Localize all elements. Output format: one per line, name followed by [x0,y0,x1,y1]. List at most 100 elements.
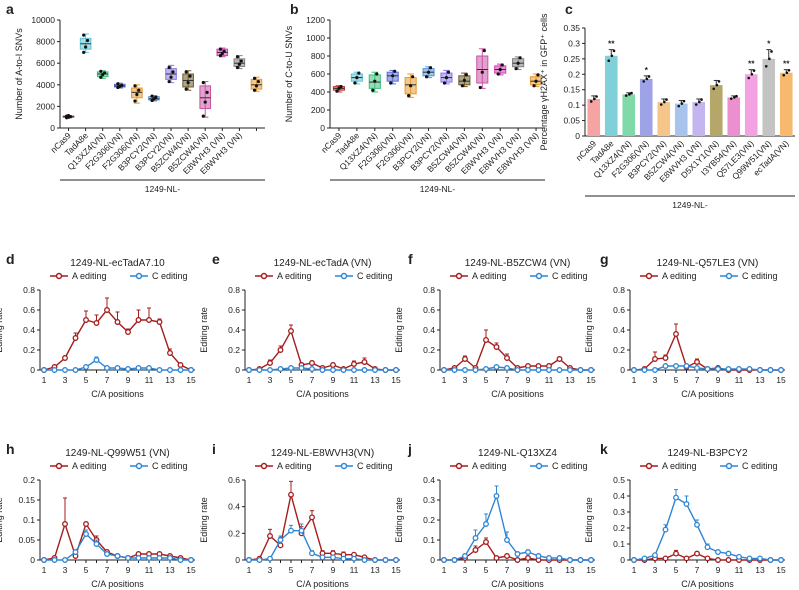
box-2 [96,69,109,79]
bar-2 [622,91,636,136]
x-tick-label: 5 [484,565,489,575]
panel-c-y-tick-label: 0.25 [563,54,580,64]
legend-label: A editing [662,461,697,471]
data-point [715,549,721,555]
data-point [493,344,500,350]
legend-label: C editing [742,271,778,281]
x-axis-label: C/A positions [491,579,544,589]
bar-point [752,69,756,72]
panel-f-y-tick-label: 0.8 [423,285,435,295]
series-1 [441,364,594,373]
box-point [411,75,415,79]
data-point [757,555,763,562]
legend-label: C editing [357,271,393,281]
bar-point [612,49,616,53]
panel-d-y-tick-label: 0 [30,365,35,375]
panel-f-y-axis-label: Editing rate [394,307,404,353]
data-point [493,555,500,561]
data-point [652,552,658,559]
x-tick-label: 5 [289,375,294,385]
data-point [246,557,252,563]
box-point [373,79,377,83]
data-point [662,363,669,369]
data-point [673,550,679,557]
panel-g: g 1249-NL-Q57LE3 (VN) 0 0.2 0.4 0.6 0.8 Editing… [584,251,786,399]
x-tick-label: 7 [310,375,315,385]
data-point [746,555,753,562]
panel-i-y-tick-label: 0.4 [228,502,240,512]
panel-b-y-tick-label: 1000 [306,33,325,43]
x-tick-label: 7 [105,375,110,385]
x-tick-label: 9 [331,375,336,385]
data-point [340,367,347,373]
data-point [330,362,336,368]
box-point [235,65,240,70]
box-5 [422,66,435,79]
box-point [116,82,120,86]
data-point [267,555,273,562]
panel-h-y-tick-label: 0.05 [18,535,35,545]
data-point [673,494,679,501]
panel-e-y-axis-label: Editing rate [199,307,209,353]
box-point [201,81,205,85]
data-point [114,365,121,371]
data-point [277,347,284,353]
legend-label: A editing [472,461,507,471]
series-1 [246,365,399,373]
panel-k-y-tick-label: 0.4 [613,491,625,501]
data-point [556,367,563,373]
x-axis-label: C/A positions [91,389,144,399]
data-point [778,557,784,563]
data-point [382,557,389,563]
data-point [319,367,326,373]
box-point [205,90,209,94]
data-point [125,366,131,372]
data-point [393,557,399,563]
panel-letter: h [6,441,15,457]
legend-label: A editing [277,271,312,281]
x-tick-label: 15 [391,375,401,385]
box-point [252,76,257,80]
panel-i: i 1249-NL-E8WVH3(VN) 0 0.2 0.4 0.6 Editing rat… [199,441,401,589]
box-point [184,87,188,91]
data-point [288,491,294,498]
panel-f-y-tick-label: 0.6 [423,305,435,315]
panel-b-y-tick-label: 600 [311,69,325,79]
panel-title: 1249-NL-Q57LE3 (VN) [657,258,759,269]
data-point [504,365,510,371]
data-point [309,514,315,521]
x-tick-label: 13 [565,375,575,385]
data-point [504,355,510,361]
box-body [131,87,143,99]
x-tick-label: 11 [735,565,744,575]
data-point [288,365,294,371]
data-point [577,367,584,373]
panel-a-y-tick-label: 0 [50,123,55,133]
bar [587,98,601,136]
legend-label: C editing [152,461,188,471]
data-point [725,550,732,557]
x-tick-label: 3 [653,375,658,385]
data-point [72,549,79,555]
data-point [177,362,184,368]
bar-6 [692,98,706,136]
x-tick-label: 1 [247,375,252,385]
panel-i-y-tick-label: 0.6 [228,475,240,485]
x-tick-label: 7 [695,565,700,575]
box-point [99,75,103,79]
box-point [99,69,103,73]
x-tick-label: 7 [505,375,510,385]
data-point [504,553,510,559]
data-point [351,555,357,562]
box-5 [148,94,160,103]
panel-letter: c [565,1,573,17]
data-point [177,557,184,563]
x-tick-label: 3 [63,375,68,385]
panel-k-y-axis-label: Editing rate [584,497,594,543]
bar-point [595,95,598,98]
bar-point [770,50,773,53]
bar-point [750,72,754,76]
x-tick-label: 7 [105,565,110,575]
bar-point [733,96,736,99]
x-tick-label: 7 [505,565,510,575]
